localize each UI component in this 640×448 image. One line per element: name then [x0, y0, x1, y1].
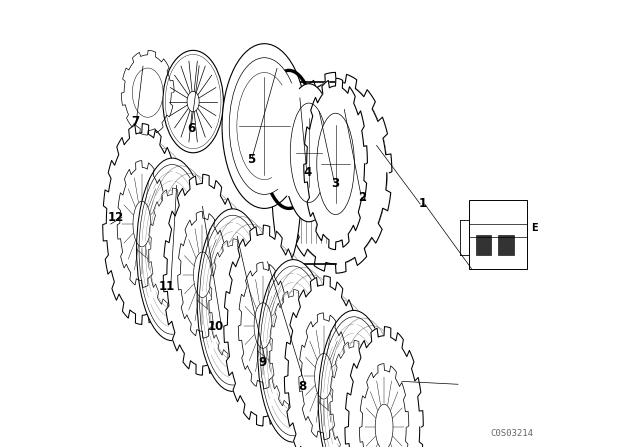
Polygon shape [121, 50, 174, 135]
Polygon shape [330, 340, 378, 448]
Ellipse shape [349, 336, 420, 448]
Ellipse shape [197, 209, 268, 392]
Polygon shape [345, 327, 423, 448]
Ellipse shape [288, 285, 359, 448]
Polygon shape [117, 161, 166, 287]
Text: 10: 10 [207, 320, 223, 333]
Ellipse shape [237, 73, 292, 180]
Bar [476, 235, 492, 255]
Polygon shape [269, 289, 317, 412]
Polygon shape [178, 211, 227, 338]
Polygon shape [103, 124, 181, 324]
Ellipse shape [106, 133, 177, 315]
Text: 2: 2 [358, 191, 366, 204]
Text: 12: 12 [108, 211, 124, 224]
Bar [498, 235, 514, 255]
Polygon shape [163, 174, 242, 375]
Ellipse shape [266, 83, 312, 196]
Polygon shape [299, 313, 348, 439]
Ellipse shape [254, 303, 272, 349]
Ellipse shape [375, 404, 393, 448]
Ellipse shape [163, 50, 223, 153]
Text: 6: 6 [187, 122, 195, 135]
Ellipse shape [222, 44, 307, 208]
Text: 3: 3 [332, 177, 340, 190]
Ellipse shape [317, 113, 355, 215]
Ellipse shape [167, 184, 238, 366]
Ellipse shape [318, 310, 390, 448]
Polygon shape [279, 73, 392, 273]
Polygon shape [284, 276, 363, 448]
Text: 4: 4 [304, 166, 312, 179]
Ellipse shape [291, 103, 328, 202]
Ellipse shape [315, 353, 332, 399]
Text: 7: 7 [131, 115, 140, 128]
Polygon shape [238, 262, 288, 389]
Ellipse shape [229, 58, 300, 194]
Ellipse shape [283, 84, 335, 222]
Polygon shape [304, 78, 367, 250]
Polygon shape [209, 239, 257, 362]
Ellipse shape [136, 158, 208, 340]
Text: 1: 1 [419, 198, 426, 211]
Text: C0S03214: C0S03214 [491, 429, 534, 438]
Ellipse shape [271, 82, 302, 264]
Text: 11: 11 [158, 280, 175, 293]
Polygon shape [224, 225, 302, 426]
Ellipse shape [258, 260, 329, 442]
Text: E: E [531, 223, 538, 233]
Text: 8: 8 [298, 380, 307, 393]
Ellipse shape [193, 252, 211, 297]
Ellipse shape [187, 91, 199, 112]
Polygon shape [148, 188, 196, 311]
Text: 9: 9 [258, 356, 266, 369]
Bar [469, 199, 527, 268]
Ellipse shape [284, 82, 387, 264]
Ellipse shape [133, 201, 151, 247]
Text: 5: 5 [247, 153, 255, 166]
Ellipse shape [227, 234, 299, 417]
Polygon shape [360, 364, 409, 448]
Ellipse shape [132, 68, 163, 117]
